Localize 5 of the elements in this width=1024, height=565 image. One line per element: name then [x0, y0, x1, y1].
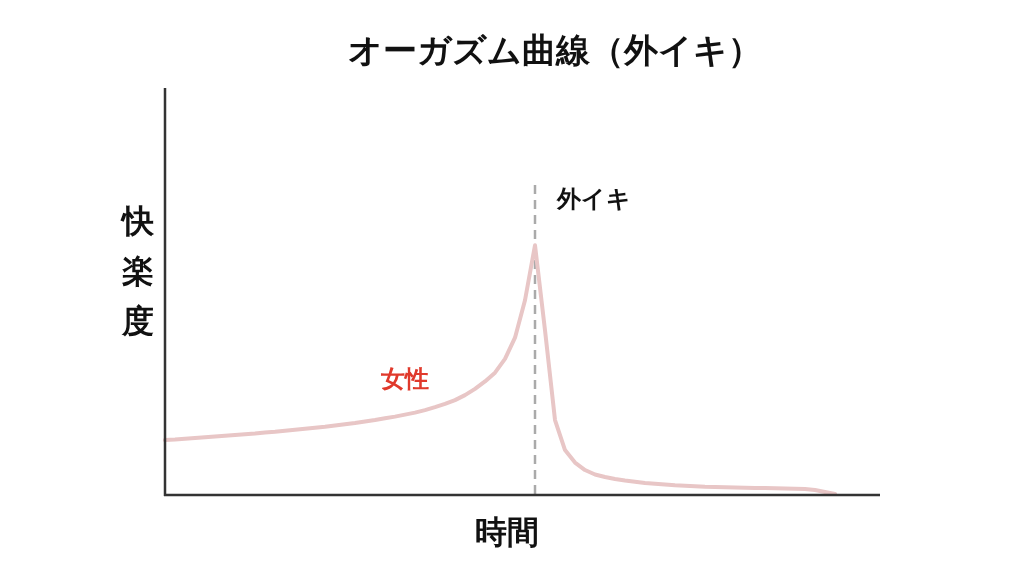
y-axis-title: 快楽度 [120, 202, 155, 340]
series-label: 女性 [380, 364, 429, 393]
chart-title: オーガズム曲線（外イキ） [348, 30, 762, 70]
x-axis-title: 時間 [475, 513, 539, 551]
text: 外イキ [556, 185, 631, 213]
